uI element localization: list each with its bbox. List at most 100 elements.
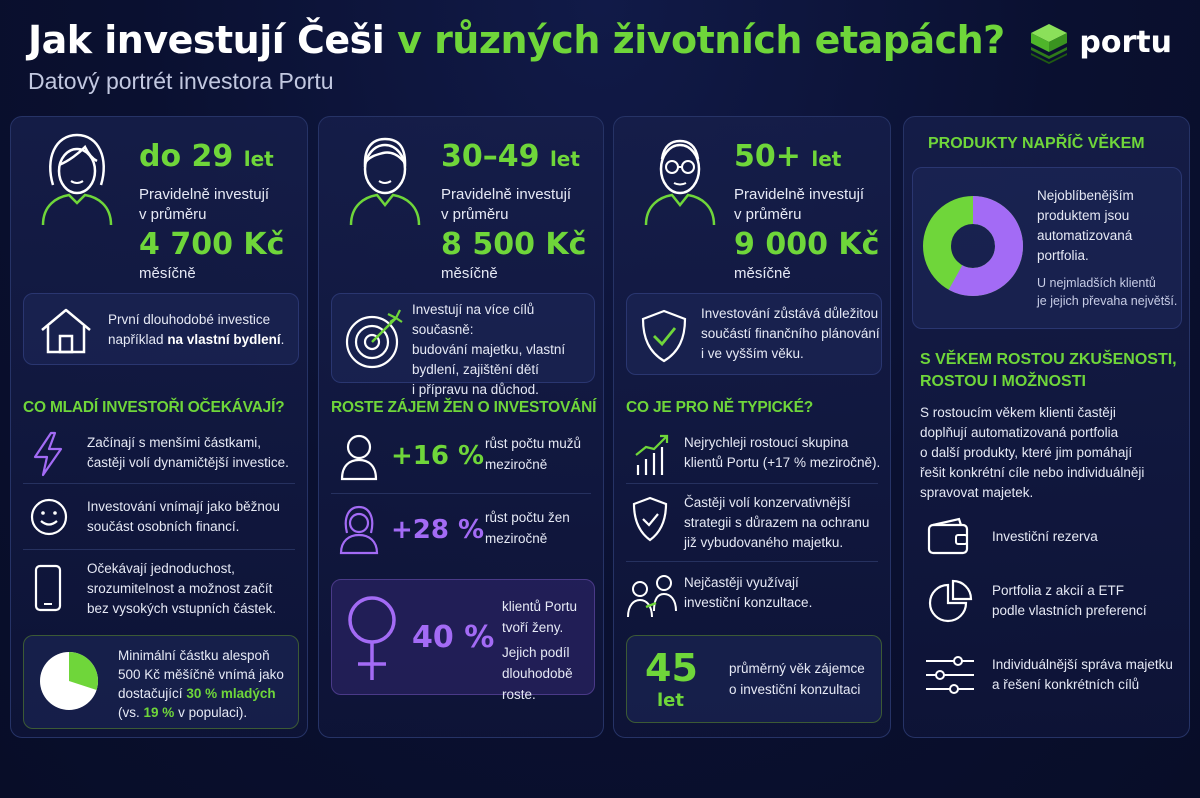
women-growth-label: růst počtu žen meziročně (485, 507, 570, 549)
list-line: Nejrychleji rostoucí skupina (684, 435, 849, 450)
product-item: Individuálnější správa majetku a řešení k… (904, 651, 1189, 707)
pie-chart-icon (928, 579, 973, 623)
age-value: 50+ (734, 139, 801, 174)
age-header-young: do 29 let Pravidelně investují v průměru … (11, 117, 307, 287)
share-line: tvoří ženy. (502, 620, 564, 635)
share-line: klientů Portu (502, 599, 578, 614)
female-symbol-icon (348, 596, 396, 680)
minimum-amount-box: Minimální částku alespoň 500 Kč měšíčně … (23, 635, 299, 729)
woman-icon (339, 505, 379, 555)
inset-line: například (108, 332, 164, 347)
list-item: Nejrychleji rostoucí skupina klientů Port… (614, 427, 890, 485)
average-age-unit: let (657, 690, 684, 711)
donut-line: automatizovaná (1037, 228, 1133, 243)
list-item-text: Začínají s menšími částkami, častěji volí… (87, 433, 289, 473)
section-title-young: CO MLADÍ INVESTOŘI OČEKÁVAJÍ? (23, 399, 285, 416)
consultation-icon (627, 575, 677, 618)
product-line: Portfolia z akcií a ETF (992, 583, 1125, 598)
list-line: častěji volí dynamičtější investice. (87, 455, 289, 470)
men-growth-value: +16 % (391, 441, 485, 471)
age-description: Pravidelně investují v průměru (441, 185, 571, 225)
experience-title-line: ROSTOU I MOŽNOSTI (920, 373, 1086, 390)
inset-bold: na vlastní bydlení (167, 332, 281, 347)
list-item-text: Očekávají jednoduchost, srozumitelnost a … (87, 559, 276, 619)
senior-avatar-icon (644, 139, 716, 226)
amount-period: měsíčně (441, 265, 498, 282)
divider (23, 483, 295, 484)
inset-line: Investování zůstává důležitou (701, 306, 879, 321)
inset-line: bydlení, zajištění dětí (412, 362, 539, 377)
age-unit: let (549, 147, 580, 171)
page-subtitle: Datový portrét investora Portu (28, 68, 334, 94)
stat-line: růst počtu mužů (485, 436, 582, 451)
inset-line: Investují na více cílů současně: (412, 302, 535, 337)
women-share-value: 40 % (412, 620, 495, 655)
min-line: (vs. (118, 705, 140, 720)
list-line: Začínají s menšími částkami, (87, 435, 262, 450)
age-text-line: v průměru (441, 206, 509, 223)
product-line: Individuálnější správa majetku (992, 657, 1173, 672)
phone-icon (34, 564, 62, 612)
stat-line: meziročně (485, 457, 548, 472)
woman-avatar-icon (41, 133, 113, 226)
list-line: Očekávají jednoduchost, (87, 561, 235, 576)
min-line: dostačující (118, 686, 183, 701)
divider (331, 493, 591, 494)
experience-text: S rostoucím věkem klienti častěji doplňu… (920, 403, 1144, 503)
average-age-box: 45 let průměrný věk zájemce o investiční … (626, 635, 882, 723)
product-line: a řešení konkrétních cílů (992, 677, 1140, 692)
planning-text: Investování zůstává důležitou součástí f… (701, 304, 880, 364)
list-line: srozumitelnost a možnost začít (87, 581, 273, 596)
panel-middle: 30–49 let Pravidelně investují v průměru … (318, 116, 604, 738)
experience-line: o další produkty, které jim pomáhají (920, 445, 1133, 460)
average-amount: 8 500 Kč (441, 227, 587, 262)
donut-line: Nejoblíbenějším (1037, 188, 1134, 203)
age-text-line: v průměru (139, 206, 207, 223)
section-title-middle: ROSTE ZÁJEM ŽEN O INVESTOVÁNÍ (331, 399, 597, 416)
shield-check-icon (641, 309, 687, 363)
avg-line: o investiční konzultaci (729, 682, 861, 697)
age-range: 50+ let (734, 139, 841, 174)
panel-products: PRODUKTY NAPŘÍČ VĚKEM Nejoblíbenějším pr… (903, 116, 1190, 738)
men-growth-row: +16 % růst počtu mužů meziročně (319, 427, 603, 491)
average-age-text: průměrný věk zájemce o investiční konzult… (729, 658, 865, 700)
planning-box: Investování zůstává důležitou součástí f… (626, 293, 882, 375)
divider (626, 561, 878, 562)
age-unit: let (243, 147, 274, 171)
age-text-line: v průměru (734, 206, 802, 223)
list-line: klientů Portu (+17 % meziročně). (684, 455, 881, 470)
women-growth-value: +28 % (391, 515, 485, 545)
inset-line: i přípravu na důchod. (412, 382, 539, 397)
list-line: strategii s důrazem na ochranu (684, 515, 870, 530)
product-label: Investiční rezerva (992, 529, 1098, 544)
inset-end: . (280, 332, 285, 347)
product-item: Portfolia z akcií a ETF podle vlastních p… (904, 577, 1189, 633)
age-text-line: Pravidelně investují (139, 186, 270, 203)
list-item: Častěji volí konzervativnější strategii s… (614, 489, 890, 559)
title-white-part: Jak investují Češi (28, 18, 385, 62)
avg-line: průměrný věk zájemce (729, 661, 865, 676)
portu-logo-text: portu (1079, 24, 1172, 60)
list-item: Začínají s menšími částkami, častěji volí… (11, 427, 307, 485)
donut-line: portfolia. (1037, 248, 1089, 263)
goals-box: Investují na více cílů současně: budován… (331, 293, 595, 397)
panel-young: do 29 let Pravidelně investují v průměru … (10, 116, 308, 738)
pie-slice-young-share (69, 652, 98, 690)
women-growth-row: +28 % růst počtu žen meziročně (319, 501, 603, 565)
portu-logo: portu (1027, 20, 1172, 64)
divider (23, 549, 295, 550)
list-item-text: Častěji volí konzervativnější strategii s… (684, 493, 869, 553)
portu-logo-icon (1031, 24, 1068, 64)
share-line: Jejich podíl (502, 645, 570, 660)
min-line: 500 Kč měšíčně vnímá jako (118, 667, 284, 682)
amount-period: měsíčně (734, 265, 791, 282)
age-description: Pravidelně investují v průměru (734, 185, 864, 225)
list-line: investiční konzultace. (684, 595, 813, 610)
experience-title: S VĚKEM ROSTOU ZKUŠENOSTI, ROSTOU I MOŽN… (920, 349, 1177, 393)
stat-line: růst počtu žen (485, 510, 570, 525)
list-item: Očekávají jednoduchost, srozumitelnost a … (11, 555, 307, 625)
growth-chart-icon (635, 434, 669, 475)
donut-line: produktem jsou (1037, 208, 1130, 223)
donut-description: Nejoblíbenějším produktem jsou automatiz… (1037, 186, 1134, 266)
age-header-senior: 50+ let Pravidelně investují v průměru 9 … (614, 117, 890, 287)
